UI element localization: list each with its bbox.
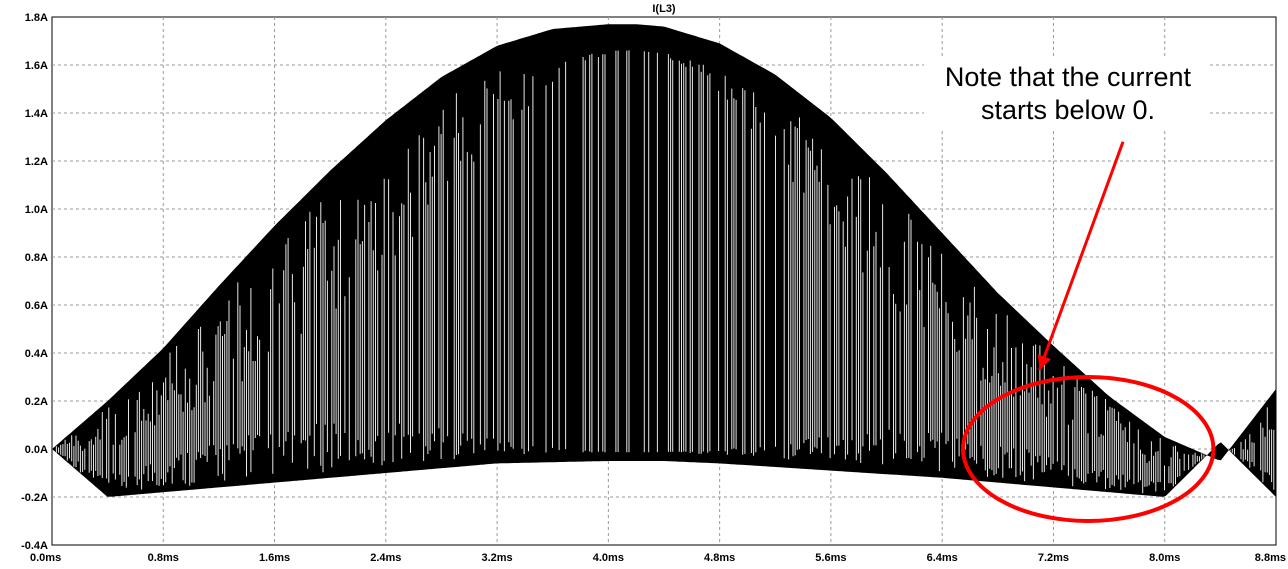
chart-title: I(L3): [652, 3, 676, 15]
x-tick-label: 1.6ms: [259, 552, 290, 564]
y-tick-label: 1.6A: [25, 60, 48, 72]
x-tick-label: 5.6ms: [815, 552, 846, 564]
y-tick-label: 0.0A: [25, 444, 48, 456]
annotation-arrowhead: [1037, 354, 1051, 370]
x-tick-label: 2.4ms: [370, 552, 401, 564]
x-tick-label: 0.0ms: [30, 552, 61, 564]
y-tick-label: 1.0A: [25, 204, 48, 216]
x-tick-label: 0.8ms: [148, 552, 179, 564]
y-tick-label: 1.8A: [25, 12, 48, 24]
x-tick-label: 6.4ms: [927, 552, 958, 564]
x-tick-label: 7.2ms: [1038, 552, 1069, 564]
signal-trace-i-l3: [52, 24, 1276, 497]
y-tick-label: 0.4A: [25, 348, 48, 360]
y-tick-label: 1.2A: [25, 156, 48, 168]
y-tick-label: 0.2A: [25, 396, 48, 408]
x-tick-label: 4.0ms: [593, 552, 624, 564]
note-background: [924, 58, 1210, 128]
x-axis: 0.0ms 0.8ms 1.6ms 2.4ms 3.2ms 4.0ms 4.8ms 5.6ms…: [30, 552, 1286, 564]
y-tick-label: 0.8A: [25, 252, 48, 264]
y-tick-label: 1.4A: [25, 108, 48, 120]
x-tick-label: 8.0ms: [1149, 552, 1180, 564]
y-axis: 1.8A 1.6A 1.4A 1.2A 1.0A 0.8A 0.6A 0.4A 0.2A 0.0A…: [21, 12, 48, 552]
y-tick-label: 0.6A: [25, 300, 48, 312]
highlight-ellipse: [961, 375, 1216, 523]
note-text-line: Note that the current: [945, 62, 1192, 92]
annotation-arrow: [1038, 141, 1125, 371]
y-tick-label: -0.2A: [21, 492, 48, 504]
y-tick-label: -0.4A: [21, 540, 48, 552]
note-text-line: starts below 0.: [981, 95, 1155, 125]
signal-oscillation: [55, 50, 1275, 494]
x-tick-label: 8.8ms: [1255, 552, 1286, 564]
x-tick-label: 3.2ms: [481, 552, 512, 564]
x-tick-label: 4.8ms: [704, 552, 735, 564]
